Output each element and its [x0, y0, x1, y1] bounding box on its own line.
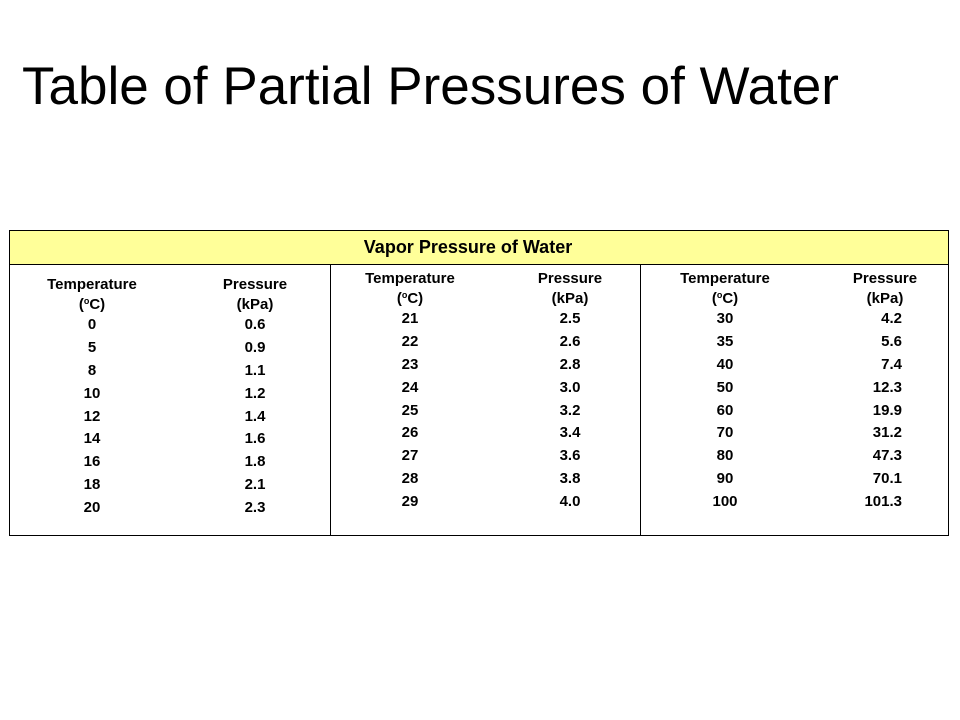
temperature-cell: 18	[83, 476, 101, 494]
pressure-column-3: Pressure (kPa) 4.2 5.6 7.4 12.3 19.9 31.…	[840, 269, 930, 514]
pressure-cell: 70.1	[872, 470, 902, 488]
pressure-cell: 0.6	[244, 316, 266, 333]
temperature-cell: 50	[716, 378, 734, 396]
temperature-cell: 70	[716, 424, 734, 442]
pressure-cell: 1.2	[244, 384, 266, 402]
pressure-cell: 1.6	[244, 430, 266, 448]
temperature-cell: 90	[716, 470, 734, 488]
temperature-unit: (oC)	[78, 296, 106, 313]
temperature-cell: 23	[401, 355, 419, 373]
pressure-cell: 5.6	[881, 332, 902, 350]
temperature-cell: 12	[83, 407, 101, 425]
pressure-unit: (kPa)	[551, 290, 589, 307]
pressure-cell: 2.8	[559, 355, 581, 373]
pressure-cell: 47.3	[872, 447, 902, 465]
temperature-column-2: Temperature (oC) 21 22 23 24 25 26 27 28…	[350, 269, 470, 514]
pressure-column-1: Pressure (kPa) 0.6 0.9 1.1 1.2 1.4 1.6 1…	[210, 275, 300, 520]
pressure-cell: 1.1	[244, 361, 266, 379]
temperature-column-3: Temperature (oC) 30 35 40 50 60 70 80 90…	[665, 269, 785, 514]
pressure-cell: 3.4	[559, 424, 581, 442]
temperature-unit: (oC)	[396, 290, 424, 307]
temperature-cell: 0	[87, 316, 97, 333]
temperature-header: Temperature	[680, 270, 770, 287]
pressure-cell: 2.1	[244, 476, 266, 494]
temperature-cell: 16	[83, 453, 101, 471]
pressure-unit: (kPa)	[866, 290, 904, 307]
pressure-cell: 2.6	[559, 332, 581, 350]
pressure-header: Pressure	[852, 270, 918, 287]
temperature-cell: 27	[401, 447, 419, 465]
pressure-cell: 2.3	[244, 499, 266, 517]
temperature-column-1: Temperature (oC) 0 5 8 10 12 14 16 18 20	[32, 275, 152, 520]
column-divider	[640, 265, 641, 535]
pressure-cell: 7.4	[881, 355, 902, 373]
temperature-cell: 21	[401, 310, 419, 327]
pressure-cell: 3.8	[559, 470, 581, 488]
temperature-cell: 28	[401, 470, 419, 488]
temperature-cell: 100	[712, 493, 738, 511]
vapor-pressure-table: Vapor Pressure of Water Temperature (oC)…	[9, 230, 949, 536]
pressure-cell: 0.9	[244, 338, 266, 356]
pressure-cell: 3.0	[559, 378, 581, 396]
temperature-cell: 29	[401, 493, 419, 511]
table-title: Vapor Pressure of Water	[10, 231, 948, 265]
pressure-cell: 4.0	[559, 493, 581, 511]
pressure-cell: 1.4	[244, 407, 266, 425]
temperature-cell: 20	[83, 499, 101, 517]
temperature-cell: 40	[716, 355, 734, 373]
pressure-cell: 12.3	[872, 378, 902, 396]
pressure-cell: 19.9	[872, 401, 902, 419]
pressure-cell: 1.8	[244, 453, 266, 471]
temperature-cell: 35	[716, 332, 734, 350]
temperature-cell: 30	[716, 310, 734, 327]
temperature-cell: 60	[716, 401, 734, 419]
temperature-unit: (oC)	[711, 290, 739, 307]
temperature-cell: 14	[83, 430, 101, 448]
pressure-cell: 4.2	[881, 310, 902, 327]
temperature-cell: 5	[87, 338, 97, 356]
temperature-cell: 24	[401, 378, 419, 396]
temperature-header: Temperature	[365, 270, 455, 287]
pressure-unit: (kPa)	[236, 296, 274, 313]
pressure-cell: 3.6	[559, 447, 581, 465]
temperature-header: Temperature	[47, 276, 137, 293]
pressure-header: Pressure	[222, 276, 288, 293]
pressure-cell: 31.2	[872, 424, 902, 442]
temperature-cell: 10	[83, 384, 101, 402]
temperature-cell: 80	[716, 447, 734, 465]
pressure-header: Pressure	[537, 270, 603, 287]
temperature-cell: 22	[401, 332, 419, 350]
pressure-cell: 101.3	[864, 493, 902, 511]
temperature-cell: 25	[401, 401, 419, 419]
pressure-cell: 2.5	[559, 310, 581, 327]
temperature-cell: 8	[87, 361, 97, 379]
pressure-column-2: Pressure (kPa) 2.5 2.6 2.8 3.0 3.2 3.4 3…	[525, 269, 615, 514]
slide-title: Table of Partial Pressures of Water	[22, 57, 839, 116]
temperature-cell: 26	[401, 424, 419, 442]
pressure-cell: 3.2	[559, 401, 581, 419]
column-divider	[330, 265, 331, 535]
